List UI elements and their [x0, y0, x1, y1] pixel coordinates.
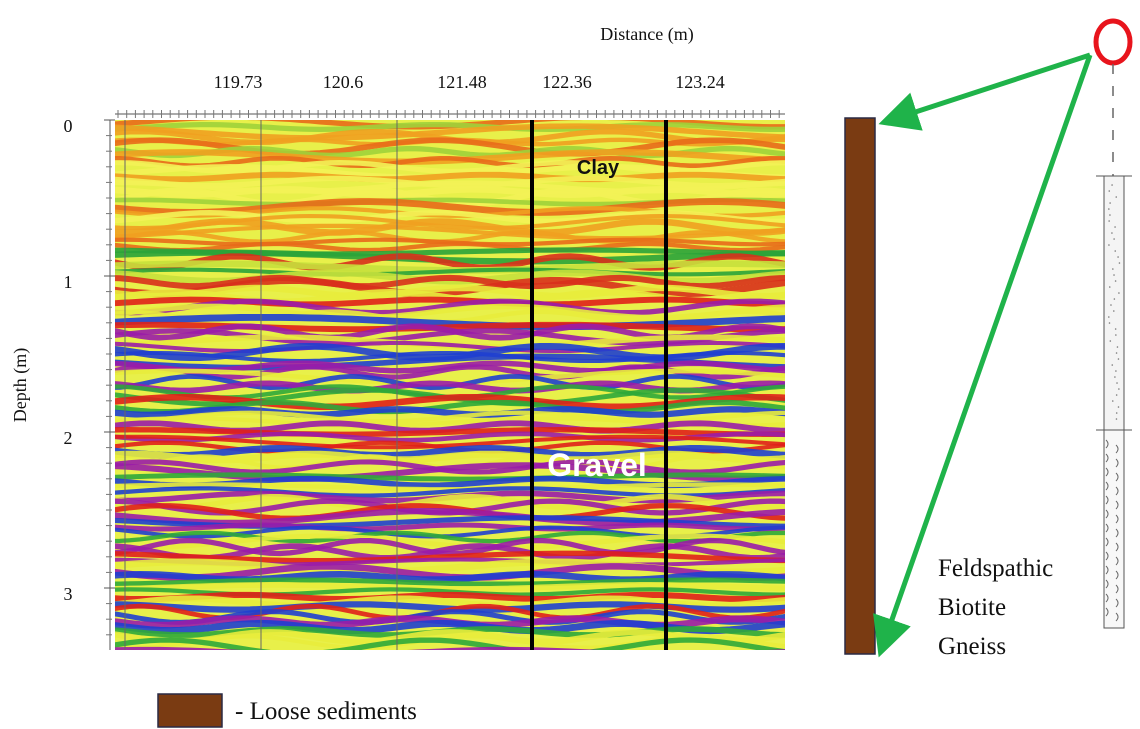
borehole-lower — [1104, 430, 1124, 628]
x-tick-label: 123.24 — [675, 72, 725, 92]
hatch-dot — [1112, 268, 1114, 270]
hatch-dot — [1108, 244, 1110, 246]
x-tick-label: 120.6 — [323, 72, 364, 92]
hatch-dot — [1110, 304, 1112, 306]
hatch-dot — [1113, 238, 1115, 240]
rock-label: Biotite — [938, 594, 1006, 621]
hatch-dot — [1110, 340, 1112, 342]
x-tick-label: 122.36 — [542, 72, 592, 92]
y-tick-label: 1 — [64, 272, 73, 292]
rock-label: Feldspathic — [938, 555, 1053, 582]
radar-band — [110, 649, 790, 654]
hatch-dot — [1114, 250, 1116, 252]
x-axis-label: Distance (m) — [600, 24, 693, 45]
hatch-dot — [1113, 310, 1115, 312]
annotation: Gravel — [547, 447, 647, 483]
hatch-dot — [1115, 334, 1117, 336]
hatch-dot — [1114, 298, 1116, 300]
hatch-dot — [1115, 196, 1117, 198]
legend-label: - Loose sediments — [235, 698, 417, 725]
hatch-dot — [1116, 412, 1118, 414]
hatch-dot — [1115, 370, 1117, 372]
legend-swatch — [158, 694, 222, 727]
hatch-dot — [1108, 220, 1110, 222]
hatch-dot — [1115, 280, 1117, 282]
hatch-dot — [1117, 346, 1119, 348]
borehole-marker — [1096, 21, 1130, 63]
borehole-upper — [1104, 176, 1124, 430]
arrow — [888, 55, 1090, 121]
hatch-dot — [1116, 352, 1118, 354]
hatch-dot — [1108, 316, 1110, 318]
radar-band — [110, 430, 790, 435]
hatch-dot — [1114, 376, 1116, 378]
x-tick-label: 121.48 — [437, 72, 487, 92]
hatch-dot — [1109, 214, 1111, 216]
hatch-dot — [1112, 400, 1114, 402]
hatch-dot — [1108, 208, 1110, 210]
sediment-column — [845, 118, 875, 654]
hatch-dot — [1116, 382, 1118, 384]
y-tick-label: 3 — [64, 584, 73, 604]
hatch-dot — [1111, 232, 1113, 234]
hatch-dot — [1111, 364, 1113, 366]
hatch-dot — [1117, 256, 1119, 258]
hatch-dot — [1109, 202, 1111, 204]
hatch-dot — [1116, 418, 1118, 420]
hatch-dot — [1109, 322, 1111, 324]
hatch-dot — [1118, 406, 1120, 408]
rock-label: Gneiss — [938, 633, 1006, 660]
hatch-dot — [1118, 358, 1120, 360]
hatch-dot — [1108, 190, 1110, 192]
hatch-dot — [1118, 388, 1120, 390]
x-tick-label: 119.73 — [214, 72, 263, 92]
hatch-dot — [1114, 226, 1116, 228]
hatch-dot — [1119, 262, 1121, 264]
hatch-dot — [1113, 274, 1115, 276]
hatch-dot — [1116, 394, 1118, 396]
hatch-dot — [1109, 286, 1111, 288]
hatch-dot — [1115, 328, 1117, 330]
annotation: Clay — [577, 157, 620, 179]
y-axis-label: Depth (m) — [10, 348, 31, 422]
figure: Distance (m) Depth (m) Clay Gravel Felds… — [0, 0, 1140, 729]
hatch-dot — [1118, 292, 1120, 294]
radar-band — [110, 654, 790, 659]
hatch-dot — [1111, 184, 1113, 186]
y-tick-label: 0 — [64, 116, 73, 136]
y-tick-label: 2 — [64, 428, 73, 448]
